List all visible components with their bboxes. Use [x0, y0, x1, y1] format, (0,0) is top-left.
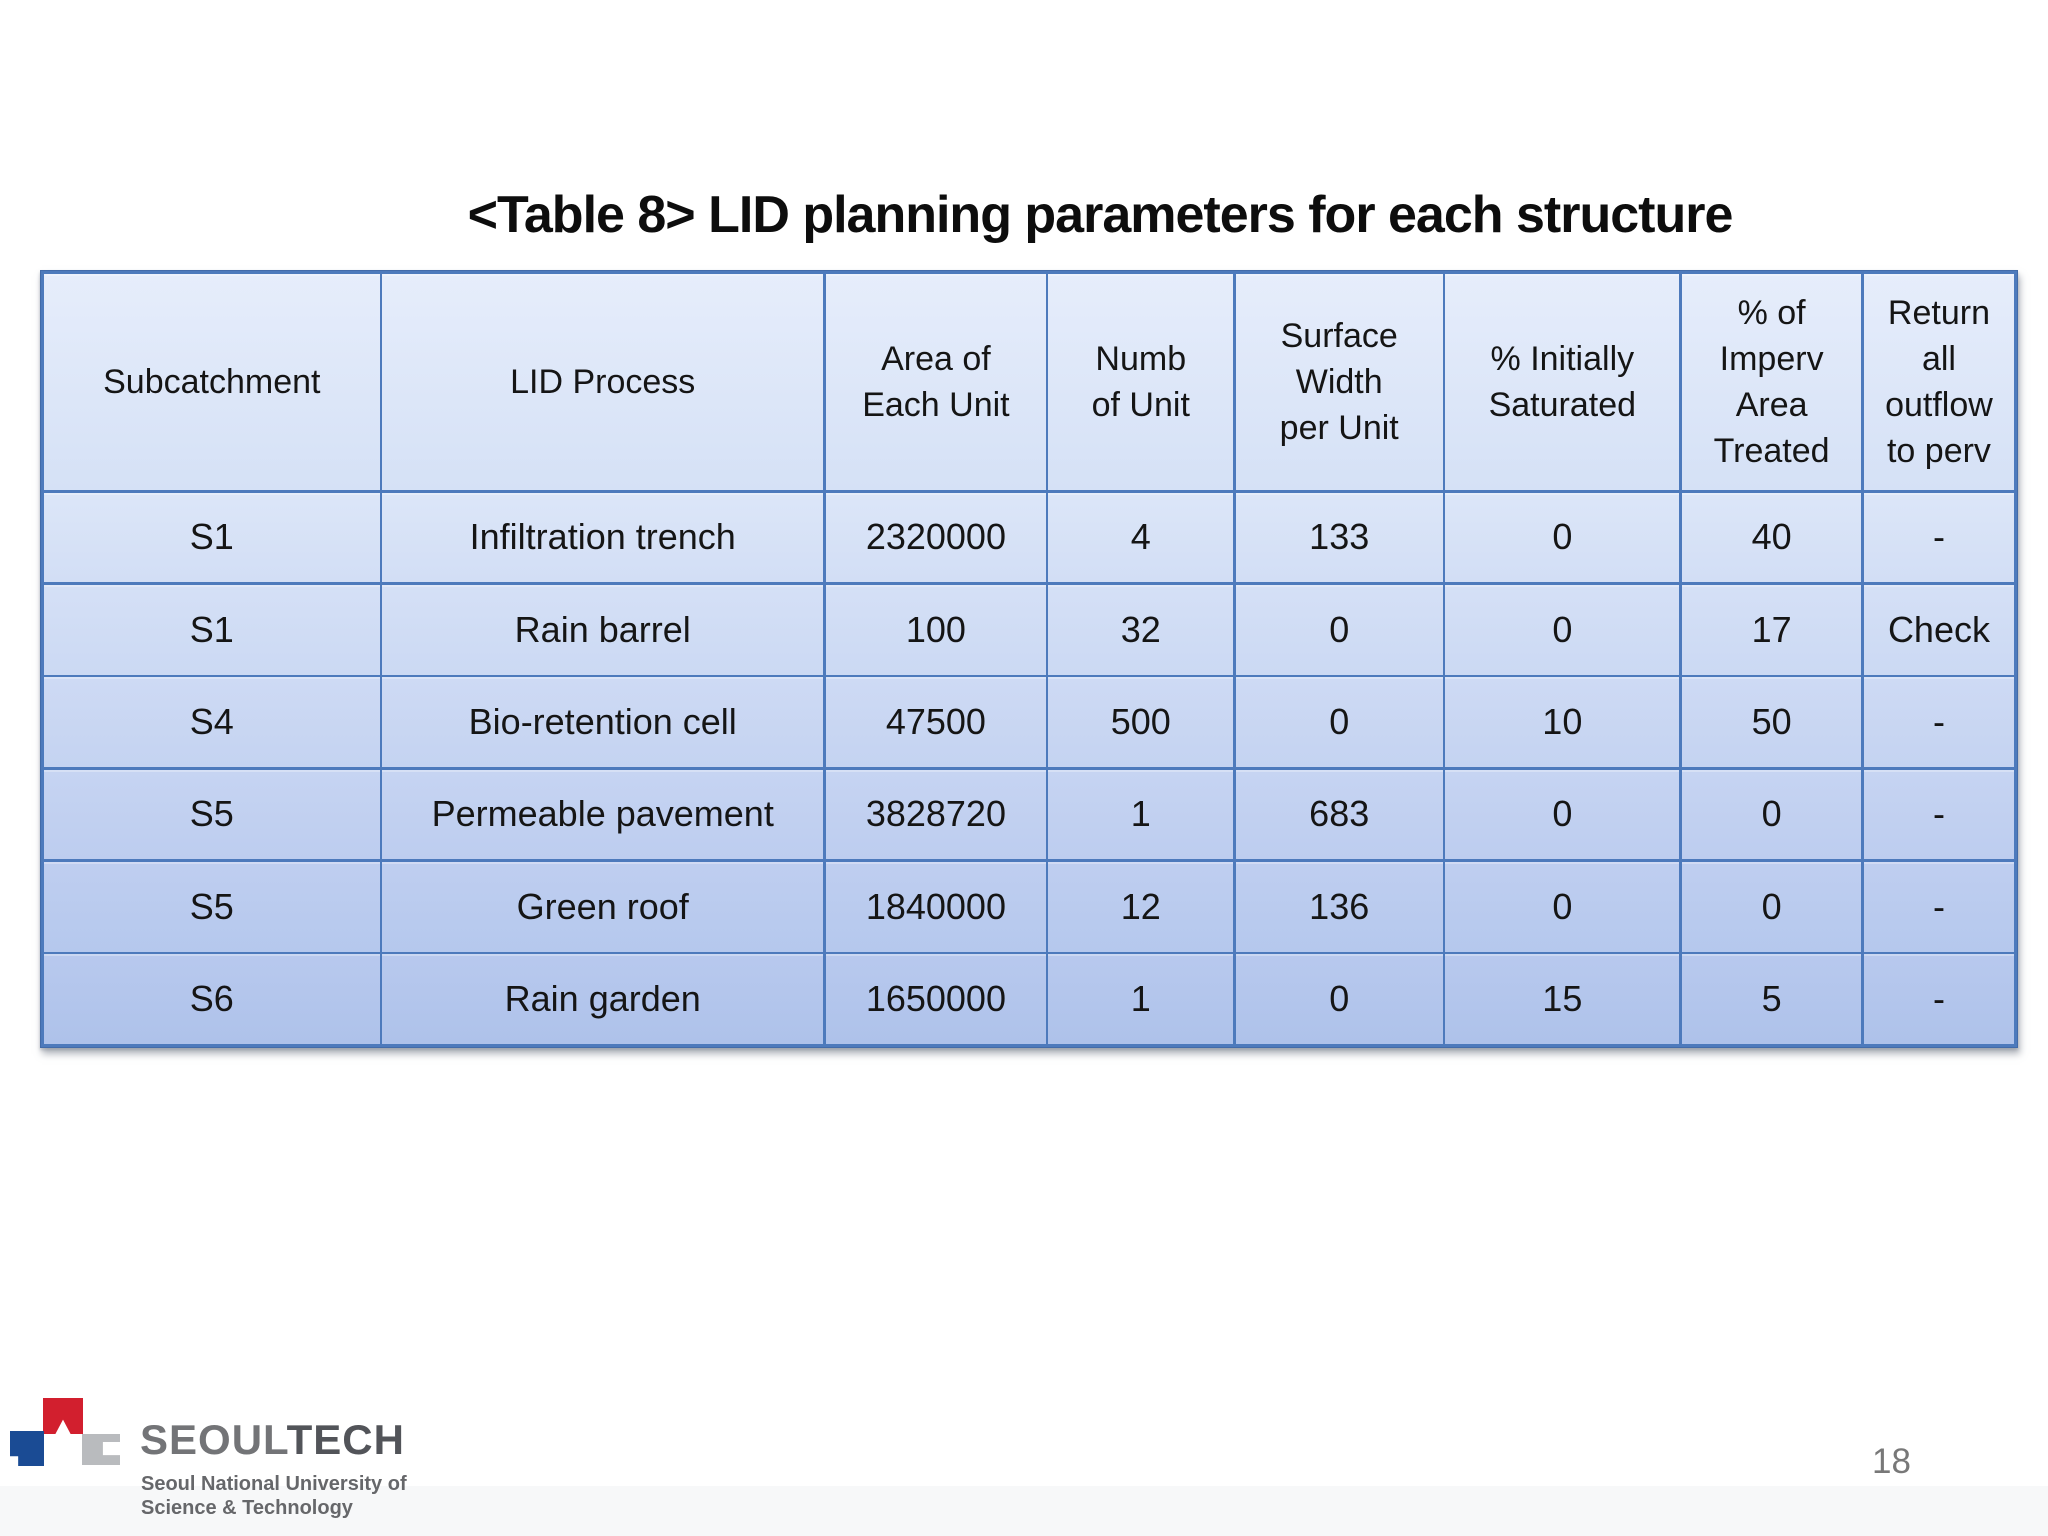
column-header-subcatchment: Subcatchment [44, 274, 380, 490]
seoultech-logo: SEOULTECH Seoul National University of S… [10, 1396, 650, 1528]
table-cell: S4 [44, 677, 380, 767]
logo-blue-square-icon [10, 1431, 44, 1466]
table-cell: 2320000 [825, 492, 1046, 583]
seoultech-logo-icon [10, 1396, 130, 1468]
table-cell: 10 [1445, 677, 1680, 767]
table-cell: S1 [44, 584, 380, 675]
column-header-pct-initially-saturated: % Initially Saturated [1445, 274, 1680, 490]
table-cell: 4 [1048, 492, 1234, 583]
table-cell: Green roof [382, 861, 824, 952]
table-cell: Check [1863, 584, 2014, 675]
table-cell: 0 [1235, 954, 1443, 1044]
column-header-return-outflow-to-perv: Return all outflow to perv [1863, 274, 2014, 490]
table-cell: S1 [44, 492, 380, 583]
lid-parameters-table: Subcatchment LID Process Area of Each Un… [40, 270, 2018, 1048]
logo-wordmark: SEOULTECH [140, 1416, 405, 1464]
footer-strip [0, 1486, 2048, 1536]
table-cell: 32 [1048, 584, 1234, 675]
logo-word-tech: TECH [286, 1416, 405, 1463]
table-cell: 15 [1445, 954, 1680, 1044]
table-cell: S6 [44, 954, 380, 1044]
column-header-area-of-each-unit: Area of Each Unit [825, 274, 1046, 490]
table-cell: - [1863, 861, 2014, 952]
logo-subtitle: Seoul National University of Science & T… [141, 1472, 407, 1520]
table-cell: Rain barrel [382, 584, 824, 675]
table-cell: Rain garden [382, 954, 824, 1044]
table-cell: 500 [1048, 677, 1234, 767]
column-header-pct-imperv-area-treated: % of Imperv Area Treated [1681, 274, 1862, 490]
table-cell: 0 [1445, 861, 1680, 952]
logo-red-ribbon-icon [43, 1398, 83, 1434]
table-cell: Infiltration trench [382, 492, 824, 583]
page-number: 18 [1872, 1442, 1911, 1481]
table-cell: - [1863, 492, 2014, 583]
table-cell: 0 [1235, 584, 1443, 675]
table-cell: 1840000 [825, 861, 1046, 952]
table-cell: 0 [1235, 677, 1443, 767]
logo-subtitle-line2: Science & Technology [141, 1497, 353, 1519]
table-cell: 1 [1048, 954, 1234, 1044]
table-cell: 5 [1681, 954, 1862, 1044]
table-cell: 100 [825, 584, 1046, 675]
table-cell: 47500 [825, 677, 1046, 767]
table-cell: - [1863, 954, 2014, 1044]
column-header-surface-width-per-unit: Surface Width per Unit [1235, 274, 1443, 490]
table-cell: 133 [1235, 492, 1443, 583]
table-cell: Bio-retention cell [382, 677, 824, 767]
table-cell: Permeable pavement [382, 769, 824, 860]
table-cell: - [1863, 769, 2014, 860]
table-cell: 136 [1235, 861, 1443, 952]
table-cell: 0 [1681, 861, 1862, 952]
table-cell: 40 [1681, 492, 1862, 583]
table-cell: 0 [1445, 769, 1680, 860]
table-cell: 0 [1445, 492, 1680, 583]
column-header-lid-process: LID Process [382, 274, 824, 490]
table-cell: 50 [1681, 677, 1862, 767]
table-cell: - [1863, 677, 2014, 767]
logo-gray-square-icon [82, 1434, 120, 1465]
table-cell: 0 [1445, 584, 1680, 675]
column-header-numb-of-unit: Numb of Unit [1048, 274, 1234, 490]
table-cell: 17 [1681, 584, 1862, 675]
table-cell: S5 [44, 861, 380, 952]
table-cell: S5 [44, 769, 380, 860]
page-title: <Table 8> LID planning parameters for ea… [467, 186, 1734, 244]
table-cell: 12 [1048, 861, 1234, 952]
table-cell: 1650000 [825, 954, 1046, 1044]
table-cell: 0 [1681, 769, 1862, 860]
table-cell: 3828720 [825, 769, 1046, 860]
table-cell: 1 [1048, 769, 1234, 860]
logo-subtitle-line1: Seoul National University of [141, 1473, 407, 1495]
table-cell: 683 [1235, 769, 1443, 860]
logo-word-seoul: SEOUL [140, 1416, 287, 1463]
